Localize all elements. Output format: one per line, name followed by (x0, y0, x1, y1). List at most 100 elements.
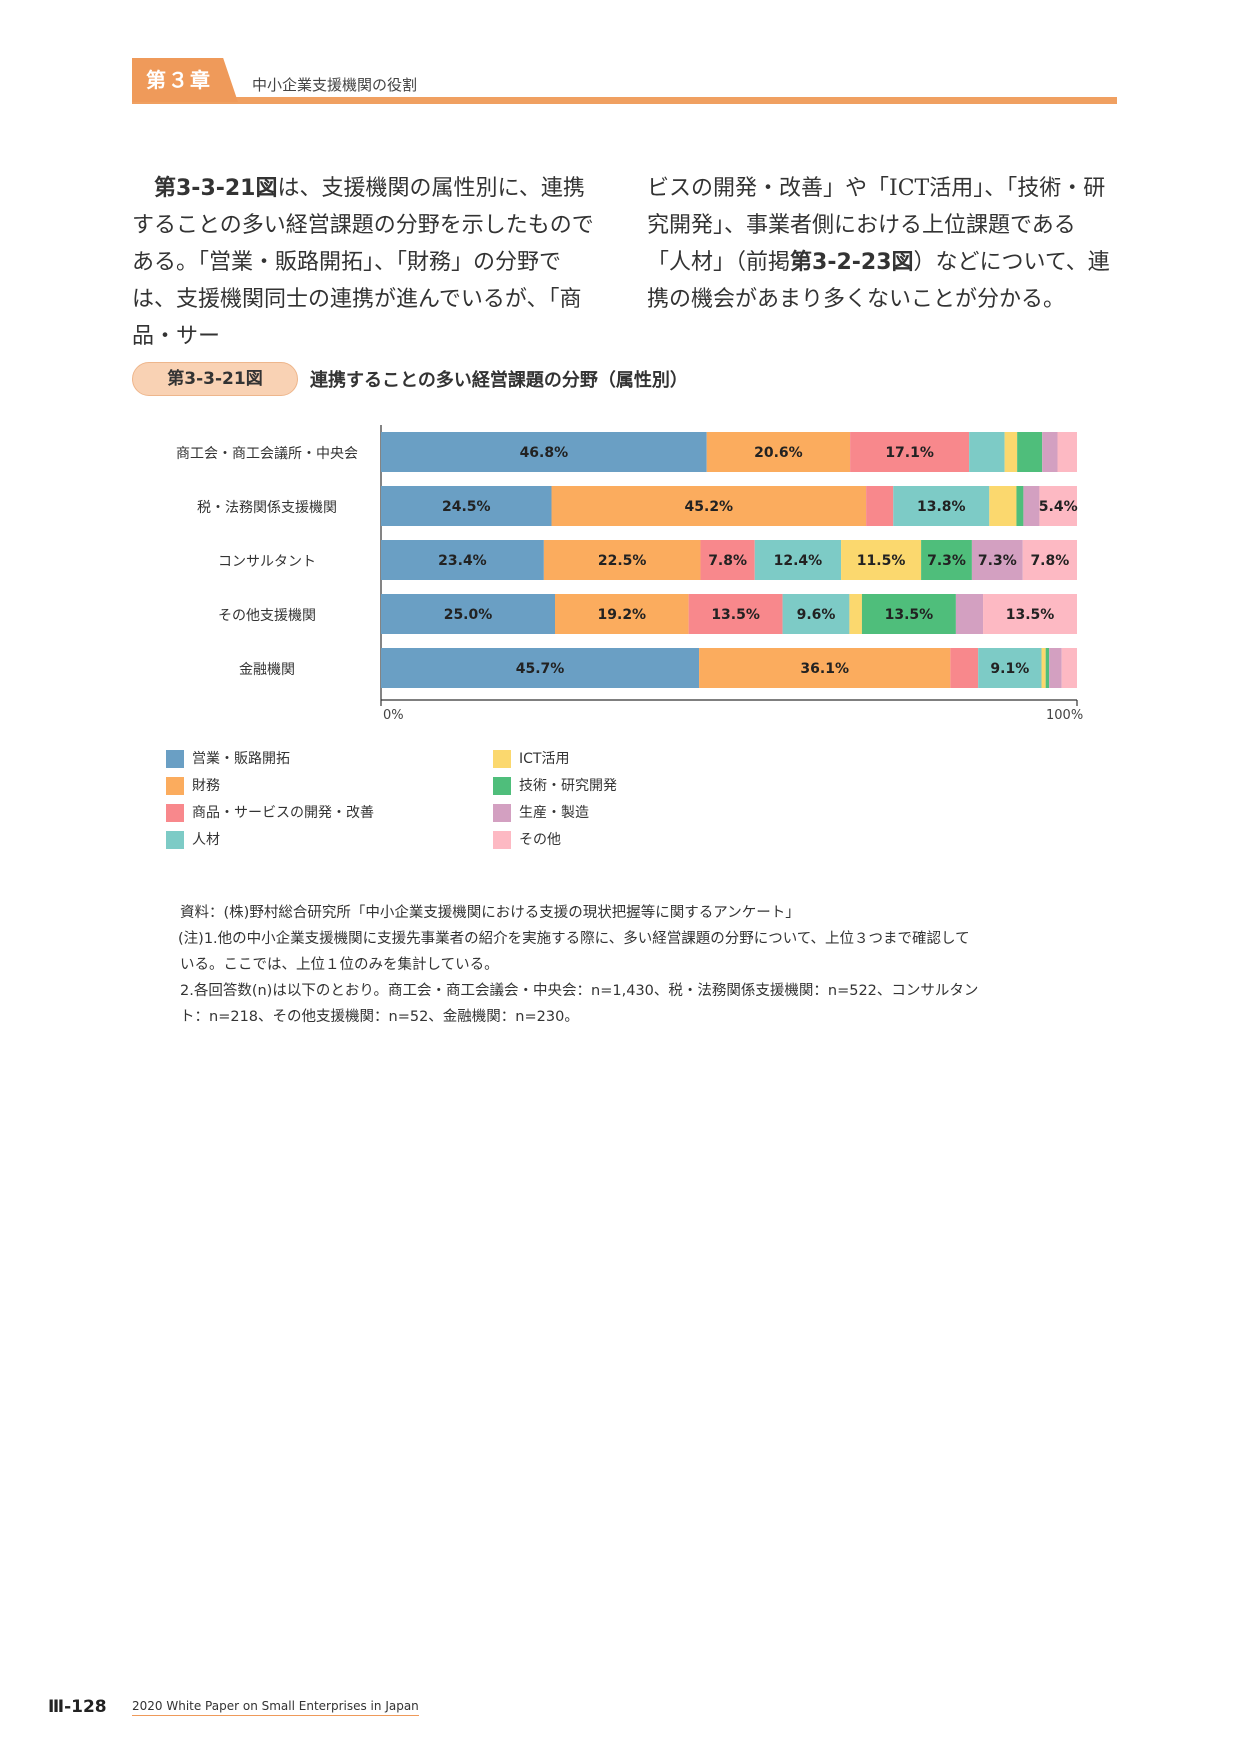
bar-segment-2-4 (841, 540, 922, 580)
bar-segment-3-3 (782, 594, 850, 634)
note-1-cont: いる。ここでは、上位１位のみを集計している。 (180, 957, 499, 973)
data-label-2-3: 12.4% (774, 553, 823, 569)
legend-label: 財務 (192, 778, 220, 794)
bar-segment-2-1 (543, 540, 701, 580)
legend-swatch (493, 750, 511, 768)
bar-segment-2-7 (1022, 540, 1077, 580)
note-1: (注)1.他の中小企業支援機関に支援先事業者の紹介を実施する際に、多い経営課題の… (178, 931, 970, 947)
bar-segment-2-0 (381, 540, 544, 580)
bar-segment-0-4 (1004, 432, 1018, 472)
legend-item-7: その他 (493, 830, 561, 850)
legend-item-0: 営業・販路開拓 (166, 749, 290, 769)
bar-segment-3-1 (555, 594, 689, 634)
bar-segment-0-5 (1017, 432, 1043, 472)
legend-label: 技術・研究開発 (519, 778, 617, 794)
data-label-1-7: 5.4% (1039, 499, 1078, 515)
data-label-4-0: 45.7% (516, 661, 565, 677)
data-label-1-3: 13.8% (917, 499, 966, 515)
legend-swatch (493, 777, 511, 795)
legend-item-3: 人材 (166, 830, 220, 850)
chapter-title: 中小企業支援機関の役割 (252, 76, 418, 94)
legend-label: 生産・製造 (519, 805, 589, 821)
data-label-4-1: 36.1% (800, 661, 849, 677)
bar-segment-1-7 (1039, 486, 1077, 526)
bar-segment-3-2 (688, 594, 783, 634)
page-number: Ⅲ-128 (48, 1697, 107, 1717)
legend-swatch (166, 831, 184, 849)
bar-segment-0-1 (706, 432, 851, 472)
bar-segment-4-0 (381, 648, 700, 688)
bar-segment-4-2 (950, 648, 979, 688)
bar-segment-0-6 (1042, 432, 1058, 472)
legend-label: 営業・販路開拓 (192, 751, 290, 767)
bar-segment-4-7 (1061, 648, 1077, 688)
data-label-3-1: 19.2% (598, 607, 647, 623)
bar-segment-1-0 (381, 486, 552, 526)
bar-segment-4-5 (1045, 648, 1050, 688)
body-text-right: ビスの開発・改善」や「ICT活用」、「技術・研究開発」、事業者側における上位課題… (647, 170, 1119, 318)
legend-swatch (166, 777, 184, 795)
bar-segment-1-4 (989, 486, 1017, 526)
bar-segment-1-5 (1016, 486, 1024, 526)
legend-label: 人材 (192, 832, 220, 848)
bar-segment-2-3 (754, 540, 842, 580)
data-label-2-0: 23.4% (438, 553, 487, 569)
legend-item-5: 技術・研究開発 (493, 776, 617, 796)
figure-reference: 第3-2-23図 (790, 250, 914, 275)
legend-item-4: ICT活用 (493, 749, 569, 769)
category-label-0: 商工会・商工会議所・中央会 (176, 446, 358, 462)
category-label-2: コンサルタント (218, 554, 316, 570)
bar-segment-3-7 (983, 594, 1077, 634)
legend-swatch (493, 804, 511, 822)
data-label-3-5: 13.5% (885, 607, 934, 623)
legend-item-2: 商品・サービスの開発・改善 (166, 803, 374, 823)
note-2: 2.各回答数(n)は以下のとおり。商工会・商工会議会・中央会：n=1,430、税… (180, 983, 979, 999)
figure-notes: 資料：(株)野村総合研究所「中小企業支援機関における支援の現状把握等に関するアン… (178, 900, 1080, 1030)
data-label-3-0: 25.0% (444, 607, 493, 623)
chapter-label: 第３章 (132, 58, 238, 102)
data-label-4-3: 9.1% (990, 661, 1029, 677)
data-label-2-5: 7.3% (927, 553, 966, 569)
legend-swatch (493, 831, 511, 849)
data-label-2-6: 7.3% (978, 553, 1017, 569)
publication-title: 2020 White Paper on Small Enterprises in… (132, 1699, 419, 1716)
x-tick-label-0: 0% (383, 708, 404, 723)
note-2-cont: ト：n=218、その他支援機関：n=52、金融機関：n=230。 (180, 1009, 579, 1025)
figure-number-badge: 第3-3-21図 (132, 362, 298, 396)
legend-swatch (166, 750, 184, 768)
data-label-3-7: 13.5% (1006, 607, 1055, 623)
bar-segment-1-6 (1023, 486, 1040, 526)
bar-segment-1-1 (551, 486, 867, 526)
data-label-0-2: 17.1% (885, 445, 934, 461)
bar-segment-3-5 (861, 594, 956, 634)
bar-segment-0-0 (381, 432, 707, 472)
data-label-2-1: 22.5% (598, 553, 647, 569)
bar-segment-1-2 (866, 486, 894, 526)
category-label-3: その他支援機関 (218, 608, 316, 624)
bar-segment-2-2 (700, 540, 755, 580)
body-text-left: 第3-3-21図は、支援機関の属性別に、連携することの多い経営課題の分野を示した… (132, 170, 604, 355)
data-label-3-3: 9.6% (797, 607, 836, 623)
figure-title: 連携することの多い経営課題の分野（属性別） (310, 370, 688, 391)
bar-segment-0-2 (850, 432, 970, 472)
data-label-2-4: 11.5% (857, 553, 906, 569)
bar-segment-3-0 (381, 594, 555, 634)
data-label-1-1: 45.2% (685, 499, 734, 515)
legend-item-1: 財務 (166, 776, 220, 796)
figure-reference: 第3-3-21図 (154, 176, 278, 201)
bar-segment-2-5 (921, 540, 972, 580)
category-label-4: 金融機関 (239, 662, 295, 678)
body-text-right-content-2: ）などについて、連携の機会があまり多くないことが分かる。 (647, 250, 1110, 312)
bar-segment-4-6 (1049, 648, 1062, 688)
legend-label: その他 (519, 832, 561, 848)
bar-segment-3-6 (955, 594, 984, 634)
legend-label: 商品・サービスの開発・改善 (192, 805, 374, 821)
data-label-2-2: 7.8% (708, 553, 747, 569)
stacked-bar-chart: 46.8% 20.6% 17.1% 24.5% 45.2% 13.8% 5.4% 23.4% 2… (380, 425, 1078, 706)
data-label-2-7: 7.8% (1030, 553, 1069, 569)
chapter-header-bar (132, 97, 1117, 104)
data-label-0-0: 46.8% (520, 445, 569, 461)
x-tick-label-100: 100% (1046, 708, 1084, 723)
data-label-0-1: 20.6% (754, 445, 803, 461)
source-note: 資料：(株)野村総合研究所「中小企業支援機関における支援の現状把握等に関するアン… (180, 905, 800, 921)
